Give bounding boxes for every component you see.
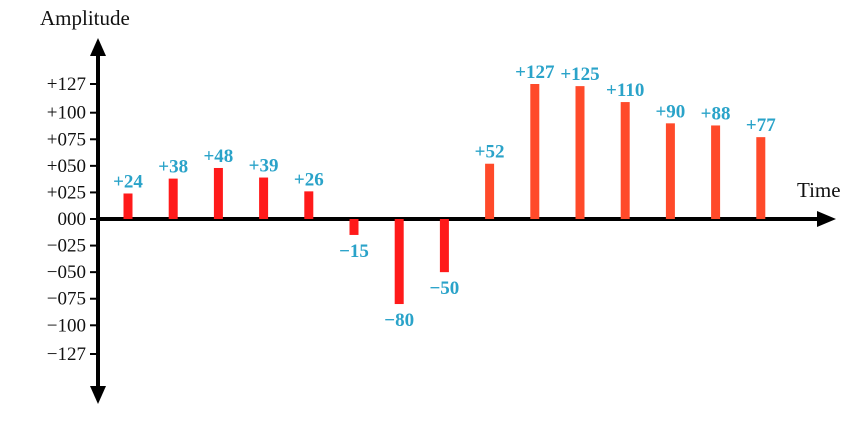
bar: [575, 86, 585, 220]
y-tick-label: +050: [47, 156, 86, 177]
bar: [349, 219, 359, 235]
y-tick-label: −100: [47, 315, 86, 336]
bar: [168, 178, 178, 219]
y-tick-label: −025: [47, 236, 86, 257]
bar: [711, 125, 721, 219]
bar-value-label: +90: [655, 101, 685, 122]
x-axis-label: Time: [797, 178, 841, 202]
bar: [394, 219, 404, 305]
bar: [304, 191, 314, 219]
bar-value-label: −50: [429, 278, 459, 299]
bar: [530, 84, 540, 219]
y-tick-label: +127: [47, 74, 86, 95]
y-tick-label: 000: [58, 209, 87, 230]
bar: [665, 123, 675, 219]
bar: [123, 193, 133, 219]
bars: [123, 84, 766, 305]
data-labels: +24 +38 +48 +39 +26 −15 −80 −50 +52 +127 +125 +110 +…: [113, 62, 776, 331]
bar-value-label: +38: [158, 157, 188, 178]
y-axis-arrow-top: [90, 38, 106, 56]
y-tick-label: +075: [47, 129, 86, 150]
bar: [213, 167, 223, 219]
bar: [485, 163, 495, 219]
y-ticks: +127 +100 +075 +050 +025 000 −025 −050 −075 −100 −…: [47, 74, 100, 365]
x-axis-arrow: [817, 211, 836, 227]
y-axis-arrow-bottom: [90, 386, 106, 404]
bar: [259, 177, 269, 219]
y-tick-label: −127: [47, 344, 86, 365]
bar-value-label: −15: [339, 241, 369, 262]
y-tick-label: +100: [47, 103, 86, 124]
y-tick-label: −050: [47, 262, 86, 283]
bar-value-label: −80: [384, 310, 414, 331]
bar: [620, 102, 630, 219]
bar: [439, 219, 449, 273]
y-tick-label: +025: [47, 182, 86, 203]
bar-value-label: +52: [475, 142, 505, 163]
bar: [756, 137, 766, 219]
bar-value-label: +48: [203, 146, 233, 167]
y-tick-label: −075: [47, 289, 86, 310]
bar-value-label: +110: [606, 80, 644, 101]
bar-value-label: +39: [249, 156, 279, 177]
bar-value-label: +127: [515, 62, 555, 83]
bar-value-label: +125: [560, 64, 599, 85]
bar-value-label: +77: [746, 115, 776, 136]
bar-value-label: +88: [701, 103, 731, 124]
bar-value-label: +26: [294, 169, 324, 190]
bar-value-label: +24: [113, 171, 143, 192]
y-axis-label: Amplitude: [40, 6, 130, 30]
